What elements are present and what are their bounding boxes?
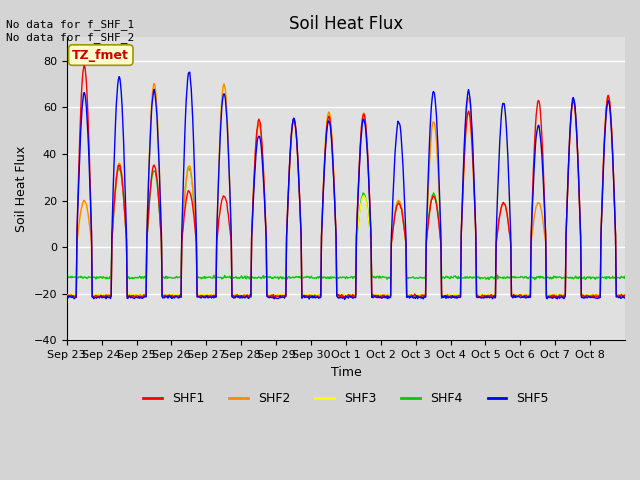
SHF1: [259, 163, 267, 168]
SHF5: [232, 294, 239, 300]
SHF5: [405, 294, 413, 300]
SHF3: [232, 292, 239, 298]
Line: SHF1: SHF1: [67, 66, 625, 298]
SHF3: [129, 292, 136, 298]
SHF2: [259, 167, 267, 172]
Line: SHF3: SHF3: [67, 84, 625, 297]
SHF5: [129, 295, 136, 300]
SHF2: [129, 294, 136, 300]
SHF2: [621, 294, 629, 300]
SHF5: [280, 295, 288, 301]
SHF5: [436, 209, 444, 215]
SHF4: [232, 274, 239, 280]
SHF2: [436, 216, 444, 221]
SHF2: [405, 293, 413, 299]
Title: Soil Heat Flux: Soil Heat Flux: [289, 15, 403, 33]
SHF5: [259, 175, 267, 180]
SHF3: [436, 215, 444, 221]
Line: SHF2: SHF2: [67, 84, 625, 298]
SHF5: [621, 295, 629, 300]
SHF2: [280, 292, 288, 298]
SHF4: [531, 276, 539, 282]
SHF5: [63, 294, 70, 300]
SHF1: [81, 63, 88, 69]
SHF3: [418, 294, 426, 300]
SHF3: [280, 292, 288, 298]
SHF4: [280, 276, 288, 281]
SHF4: [184, 164, 192, 170]
SHF3: [259, 167, 267, 172]
SHF2: [232, 292, 239, 298]
SHF4: [621, 274, 629, 279]
Text: TZ_fmet: TZ_fmet: [72, 48, 129, 61]
SHF1: [404, 294, 412, 300]
SHF3: [404, 292, 412, 298]
Line: SHF4: SHF4: [67, 167, 625, 279]
SHF4: [129, 275, 136, 280]
SHF2: [150, 81, 158, 86]
SHF1: [621, 292, 629, 298]
SHF1: [129, 293, 137, 299]
Text: No data for f_SHF_1
No data for f_SHF_2: No data for f_SHF_1 No data for f_SHF_2: [6, 19, 134, 43]
SHF5: [186, 69, 194, 75]
SHF2: [305, 295, 313, 301]
SHF1: [63, 293, 70, 299]
Legend: SHF1, SHF2, SHF3, SHF4, SHF5: SHF1, SHF2, SHF3, SHF4, SHF5: [138, 387, 554, 410]
X-axis label: Time: Time: [330, 366, 361, 379]
SHF5: [341, 297, 349, 302]
SHF1: [232, 293, 239, 299]
SHF4: [259, 273, 267, 278]
Line: SHF5: SHF5: [67, 72, 625, 300]
SHF4: [63, 273, 70, 279]
SHF3: [621, 292, 629, 298]
SHF4: [404, 276, 412, 281]
SHF1: [549, 295, 557, 301]
SHF3: [150, 81, 158, 87]
SHF1: [436, 226, 444, 231]
SHF2: [63, 294, 70, 300]
SHF4: [436, 224, 444, 230]
Y-axis label: Soil Heat Flux: Soil Heat Flux: [15, 146, 28, 232]
SHF3: [63, 292, 70, 298]
SHF1: [280, 293, 288, 299]
